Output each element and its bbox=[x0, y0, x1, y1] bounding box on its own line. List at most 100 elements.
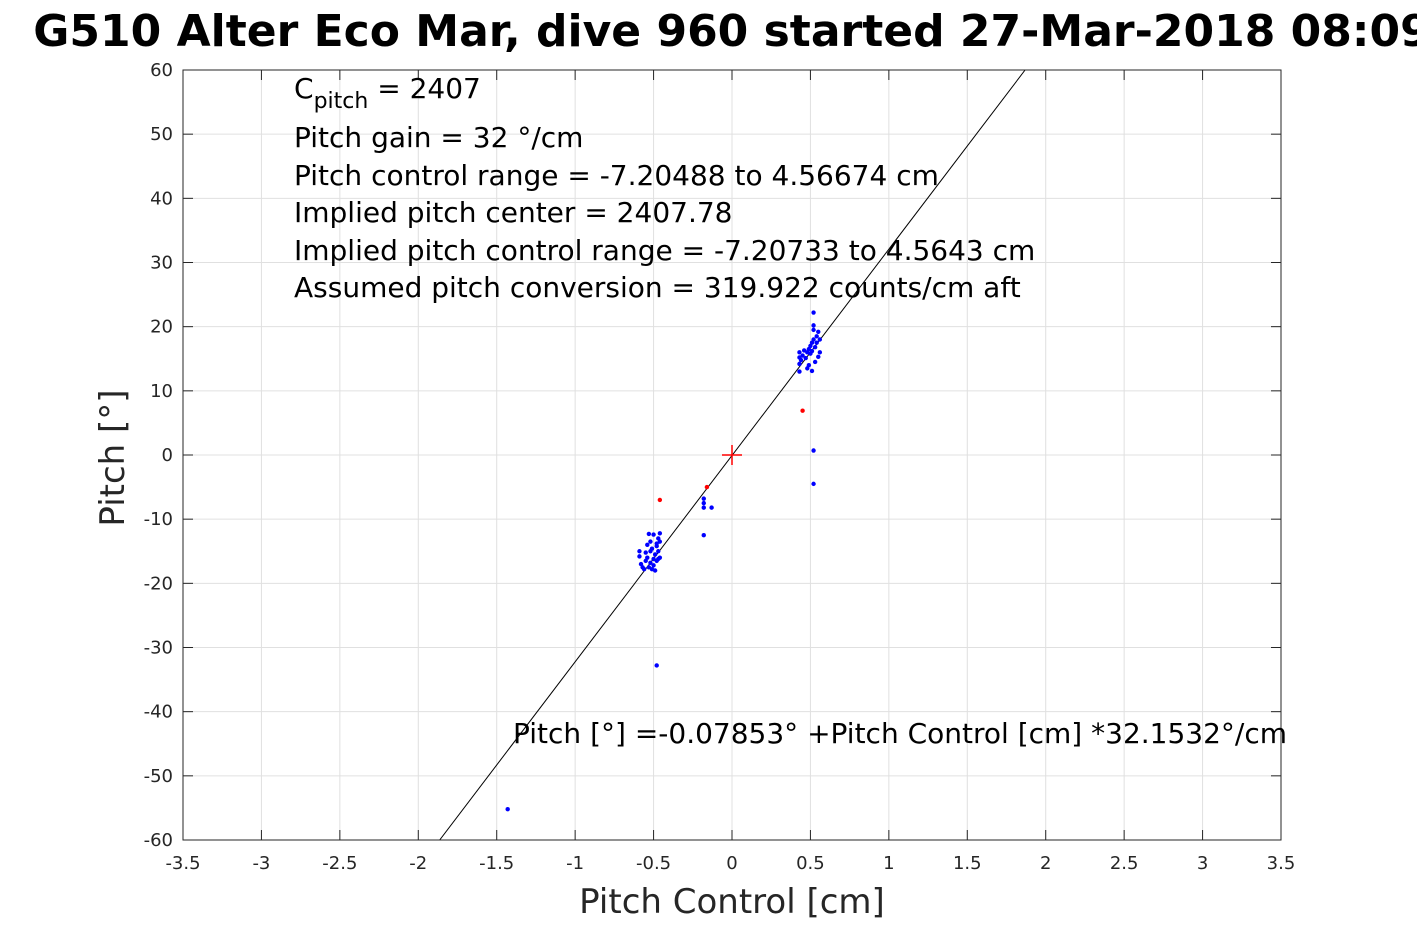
data-point bbox=[652, 552, 658, 557]
data-point bbox=[814, 334, 819, 339]
data-point bbox=[701, 505, 706, 510]
y-tick-label: 60 bbox=[150, 60, 173, 81]
x-tick-label: 3.5 bbox=[1267, 853, 1296, 874]
x-tick-labels: -3.5 -3 -2.5 -2 -1.5 -1 -0.5 0 0.5 1 1.5 2 2.5 3 3.5 bbox=[165, 853, 1295, 874]
data-point bbox=[709, 505, 714, 510]
data-point bbox=[701, 533, 706, 538]
data-point bbox=[651, 563, 656, 568]
x-tick-label: -3.5 bbox=[165, 853, 200, 874]
data-point bbox=[816, 354, 821, 360]
y-tick-label: -60 bbox=[144, 830, 173, 851]
data-point bbox=[814, 340, 819, 345]
y-tick-label: -50 bbox=[144, 766, 173, 787]
pitch-conversion-annotation: Assumed pitch conversion = 319.922 count… bbox=[294, 271, 1021, 304]
data-point bbox=[811, 310, 816, 315]
y-tick-labels: -60 -50 -40 -30 -20 -10 0 10 20 30 40 50 60 bbox=[144, 60, 173, 851]
data-point bbox=[798, 357, 804, 363]
x-tick-label: 1.5 bbox=[953, 853, 982, 874]
x-tick-label: -2 bbox=[409, 853, 427, 874]
data-point bbox=[645, 555, 650, 560]
x-tick-label: -3 bbox=[252, 853, 270, 874]
x-tick-label: 1 bbox=[883, 853, 894, 874]
implied-pitch-center-annotation: Implied pitch center = 2407.78 bbox=[294, 196, 732, 229]
center-marker-layer bbox=[722, 445, 742, 465]
data-point bbox=[654, 543, 659, 549]
data-point bbox=[641, 567, 647, 572]
data-point bbox=[505, 807, 510, 812]
data-point bbox=[701, 496, 706, 501]
pitch-gain-annotation: Pitch gain = 32 °/cm bbox=[294, 121, 583, 154]
pitch-control-range-annotation: Pitch control range = -7.20488 to 4.5667… bbox=[294, 159, 939, 192]
data-point bbox=[811, 481, 816, 487]
x-tick-label: 0 bbox=[726, 853, 737, 874]
data-point bbox=[701, 500, 706, 506]
data-point bbox=[812, 345, 818, 350]
x-tick-label: -2.5 bbox=[322, 853, 357, 874]
x-axis-label: Pitch Control [cm] bbox=[579, 882, 885, 922]
data-point bbox=[817, 337, 823, 342]
scatter-points bbox=[505, 310, 823, 812]
y-tick-label: 40 bbox=[150, 188, 173, 209]
data-point bbox=[651, 532, 656, 537]
data-point bbox=[797, 369, 802, 374]
data-point bbox=[811, 337, 816, 342]
fit-equation-annotation: Pitch [°] =-0.07853° +Pitch Control [cm]… bbox=[513, 717, 1287, 750]
cpitch-annotation: Cpitch = 2407 bbox=[294, 72, 481, 114]
data-point bbox=[657, 539, 663, 544]
data-point bbox=[657, 531, 663, 536]
x-tick-label: 0.5 bbox=[796, 853, 825, 874]
data-point bbox=[637, 549, 642, 554]
cpitch-value: = 2407 bbox=[368, 72, 481, 105]
data-point bbox=[652, 568, 658, 573]
y-tick-label: 0 bbox=[162, 445, 173, 466]
data-point bbox=[797, 361, 802, 367]
data-point bbox=[811, 327, 816, 333]
data-point bbox=[811, 448, 816, 453]
data-point bbox=[809, 368, 815, 374]
y-tick-label: 30 bbox=[150, 253, 173, 274]
x-tick-label: -0.5 bbox=[636, 853, 671, 874]
data-point bbox=[648, 539, 653, 544]
data-point bbox=[800, 408, 805, 413]
data-point bbox=[656, 549, 661, 554]
y-tick-label: -20 bbox=[144, 573, 173, 594]
x-tick-label: -1.5 bbox=[479, 853, 514, 874]
data-point bbox=[637, 554, 642, 559]
data-point bbox=[645, 542, 650, 548]
data-point bbox=[809, 348, 815, 354]
data-point bbox=[704, 484, 710, 490]
cpitch-symbol: C bbox=[294, 72, 314, 105]
data-point bbox=[654, 663, 659, 668]
data-point bbox=[800, 353, 805, 358]
data-point bbox=[649, 546, 655, 551]
y-axis-label: Pitch [°] bbox=[93, 389, 133, 526]
y-tick-label: 20 bbox=[150, 317, 173, 338]
data-point bbox=[648, 560, 653, 565]
y-tick-label: -40 bbox=[144, 702, 173, 723]
x-tick-label: -1 bbox=[566, 853, 584, 874]
data-point bbox=[803, 355, 808, 361]
cpitch-subscript: pitch bbox=[314, 89, 369, 114]
center-marker bbox=[722, 445, 742, 465]
data-point bbox=[643, 550, 648, 555]
data-point bbox=[806, 362, 812, 368]
data-point bbox=[646, 531, 652, 537]
x-tick-label: 3 bbox=[1197, 853, 1208, 874]
plot-frame bbox=[182, 69, 1282, 841]
x-tick-label: 2.5 bbox=[1110, 853, 1139, 874]
y-tick-label: -30 bbox=[144, 638, 173, 659]
y-tick-label: 50 bbox=[150, 124, 173, 145]
data-point bbox=[797, 350, 802, 355]
data-point bbox=[811, 323, 816, 328]
x-tick-label: 2 bbox=[1040, 853, 1051, 874]
implied-pitch-range-annotation: Implied pitch control range = -7.20733 t… bbox=[294, 234, 1035, 267]
data-point bbox=[817, 350, 823, 355]
data-point bbox=[657, 497, 663, 503]
data-point bbox=[812, 359, 818, 365]
chart-title: G510 Alter Eco Mar, dive 960 started 27-… bbox=[33, 6, 1417, 57]
y-tick-label: 10 bbox=[150, 381, 173, 402]
y-tick-label: -10 bbox=[144, 509, 173, 530]
data-point bbox=[816, 329, 821, 334]
data-point bbox=[657, 555, 663, 560]
